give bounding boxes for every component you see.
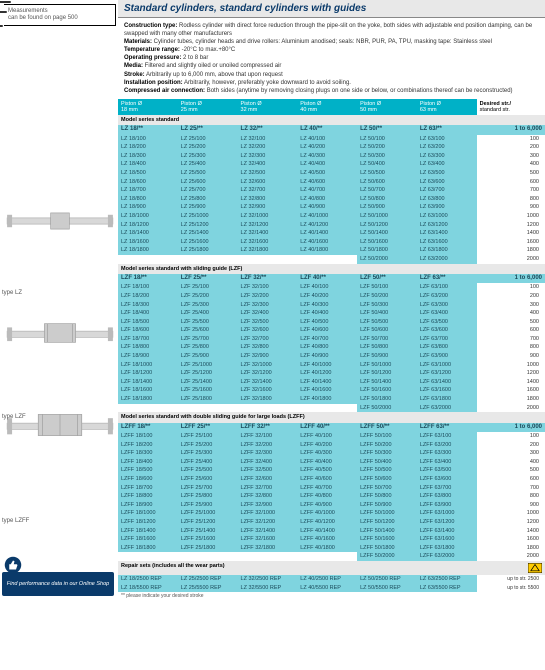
right-column: Standard cylinders, standard cylinders w… <box>118 0 545 600</box>
table-row: LZFF 18/1600LZFF 25/1600LZFF 32/1600LZFF… <box>118 535 545 544</box>
hdr-32: Piston Ø32 mm <box>238 99 298 115</box>
table-row: LZF 18/300LZF 25/300LZF 32/300LZF 40/300… <box>118 301 545 310</box>
table-row: LZ 18/5500 REPLZ 25/5500 REPLZ 32/5500 R… <box>118 584 545 593</box>
label-lz: type LZ <box>2 290 22 296</box>
spec-key: Compressed air connection: <box>124 88 205 94</box>
spec-val: -20°C to max.+80°C <box>180 47 235 53</box>
table-row: LZ 18/1800LZ 25/1800LZ 32/1800LZ 40/1800… <box>118 246 545 255</box>
page-title: Standard cylinders, standard cylinders w… <box>118 0 545 18</box>
table-row: LZFF 18/100LZFF 25/100LZFF 32/100LZFF 40… <box>118 432 545 441</box>
table-row: LZFF 18/300LZFF 25/300LZFF 32/300LZFF 40… <box>118 449 545 458</box>
tip-text: Find performance data in our Online Shop <box>7 581 109 587</box>
main-table: Piston Ø18 mm Piston Ø25 mm Piston Ø32 m… <box>118 99 545 592</box>
hdr-18: Piston Ø18 mm <box>118 99 178 115</box>
image-lzff <box>4 404 116 446</box>
table-row: LZF 18/600LZF 25/600LZF 32/600LZF 40/600… <box>118 326 545 335</box>
table-row: LZF 18/700LZF 25/700LZF 32/700LZF 40/700… <box>118 335 545 344</box>
hdr-desired: Desired str./standard str. <box>477 99 545 115</box>
table-row: LZFF 18/**LZFF 25/**LZFF 32/**LZFF 40/**… <box>118 423 545 432</box>
spec-val: Filtered and slightly oiled or unoiled c… <box>143 63 281 69</box>
table-row: LZF 18/1400LZF 25/1400LZF 32/1400LZF 40/… <box>118 378 545 387</box>
table-header: Piston Ø18 mm Piston Ø25 mm Piston Ø32 m… <box>118 99 545 115</box>
table-row: LZF 18/800LZF 25/800LZF 32/800LZF 40/800… <box>118 343 545 352</box>
table-row: LZ 18/1400LZ 25/1400LZ 32/1400LZ 40/1400… <box>118 229 545 238</box>
table-row: LZF 18/**LZF 25/**LZF 32/**LZF 40/**LZF … <box>118 274 545 283</box>
table-row: LZ 18/1600LZ 25/1600LZ 32/1600LZ 40/1600… <box>118 238 545 247</box>
table-body: Model series standardLZ 18/**LZ 25/**LZ … <box>118 115 545 592</box>
spec-key: Materials: <box>124 39 152 45</box>
table-row: LZ 50/2000LZ 63/20002000 <box>118 255 545 264</box>
table-row: Model series standard with double slidin… <box>118 412 545 423</box>
table-row: LZ 18/700LZ 25/700LZ 32/700LZ 40/700LZ 5… <box>118 186 545 195</box>
table-row: LZF 18/100LZF 25/100LZF 32/100LZF 40/100… <box>118 283 545 292</box>
table-row: LZ 18/**LZ 25/**LZ 32/**LZ 40/**LZ 50/**… <box>118 125 545 134</box>
table-row: LZ 18/1000LZ 25/1000LZ 32/1000LZ 40/1000… <box>118 212 545 221</box>
hdr-40: Piston Ø40 mm <box>297 99 357 115</box>
table-row: Model series standard <box>118 115 545 126</box>
spec-val: Arbitrarily, however, preferably yoke do… <box>183 80 351 86</box>
spec-val: Arbitrarily up to 6,000 mm, above that u… <box>145 72 283 78</box>
label-lzff: type LZFF <box>2 518 29 524</box>
hdr-25: Piston Ø25 mm <box>178 99 238 115</box>
table-row: Model series standard with sliding guide… <box>118 264 545 275</box>
table-row: LZFF 18/1200LZFF 25/1200LZFF 32/1200LZFF… <box>118 518 545 527</box>
spec-val: 2 to 8 bar <box>181 55 208 61</box>
table-row: LZFF 18/200LZFF 25/200LZFF 32/200LZFF 40… <box>118 441 545 450</box>
measurements-note: Measurements can be found on page 500 <box>4 4 116 26</box>
spec-val: Both sides (anytime by removing closing … <box>205 88 513 94</box>
table-row: LZF 18/1800LZF 25/1800LZF 32/1800LZF 40/… <box>118 395 545 404</box>
table-row: LZ 18/1200LZ 25/1200LZ 32/1200LZ 40/1200… <box>118 221 545 230</box>
table-row: LZF 18/1200LZF 25/1200LZF 32/1200LZF 40/… <box>118 369 545 378</box>
spec-key: Installation position: <box>124 80 183 86</box>
table-row: LZFF 18/700LZFF 25/700LZFF 32/700LZFF 40… <box>118 484 545 493</box>
footnote: ** please indicate your desired stroke <box>118 592 545 600</box>
table-row: LZ 18/2500 REPLZ 25/2500 REPLZ 32/2500 R… <box>118 575 545 584</box>
table-row: LZF 18/900LZF 25/900LZF 32/900LZF 40/900… <box>118 352 545 361</box>
spec-key: Media: <box>124 63 143 69</box>
table-row: LZFF 18/600LZFF 25/600LZFF 32/600LZFF 40… <box>118 475 545 484</box>
tip-box: Find performance data in our Online Shop <box>2 572 114 596</box>
table-row: LZFF 18/1000LZFF 25/1000LZFF 32/1000LZFF… <box>118 509 545 518</box>
table-row: LZ 18/600LZ 25/600LZ 32/600LZ 40/600LZ 5… <box>118 178 545 187</box>
table-row: LZFF 18/500LZFF 25/500LZFF 32/500LZFF 40… <box>118 466 545 475</box>
table-row: LZ 18/200LZ 25/200LZ 32/200LZ 40/200LZ 5… <box>118 143 545 152</box>
table-row: LZ 18/400LZ 25/400LZ 32/400LZ 40/400LZ 5… <box>118 160 545 169</box>
f-icon <box>0 0 14 28</box>
spec-box: Construction type: Rodless cylinder with… <box>118 18 545 99</box>
table-row: LZ 18/900LZ 25/900LZ 32/900LZ 40/900LZ 5… <box>118 203 545 212</box>
table-row: LZF 18/1000LZF 25/1000LZF 32/1000LZF 40/… <box>118 361 545 370</box>
table-row: LZF 18/400LZF 25/400LZF 32/400LZF 40/400… <box>118 309 545 318</box>
hdr-50: Piston Ø50 mm <box>357 99 417 115</box>
table-row: LZFF 18/800LZFF 25/800LZFF 32/800LZFF 40… <box>118 492 545 501</box>
table-row: LZF 50/2000LZF 63/20002000 <box>118 404 545 413</box>
table-row: LZFF 18/1400LZFF 25/1400LZFF 32/1400LZFF… <box>118 527 545 536</box>
spec-key: Construction type: <box>124 23 177 29</box>
table-row: LZ 18/800LZ 25/800LZ 32/800LZ 40/800LZ 5… <box>118 195 545 204</box>
spec-key: Operating pressure: <box>124 55 181 61</box>
left-column: Measurements can be found on page 500 ty… <box>0 0 118 600</box>
spec-key: Stroke: <box>124 72 145 78</box>
table-row: LZFF 18/1800LZFF 25/1800LZFF 32/1800LZFF… <box>118 544 545 553</box>
table-row: LZFF 50/2000LZFF 63/20002000 <box>118 552 545 561</box>
table-row: LZ 18/300LZ 25/300LZ 32/300LZ 40/300LZ 5… <box>118 152 545 161</box>
spec-val: Cylinder tubes, cylinder heads and drive… <box>152 39 492 45</box>
meas-line1: Measurements <box>8 8 111 15</box>
table-row: LZ 18/500LZ 25/500LZ 32/500LZ 40/500LZ 5… <box>118 169 545 178</box>
hdr-63: Piston Ø63 mm <box>417 99 477 115</box>
table-row: LZ 18/100LZ 25/100LZ 32/100LZ 40/100LZ 5… <box>118 135 545 144</box>
table-row: LZF 18/200LZF 25/200LZF 32/200LZF 40/200… <box>118 292 545 301</box>
meas-line2: can be found on page 500 <box>8 15 111 22</box>
table-row: Repair sets (includes all the wear parts… <box>118 561 545 575</box>
table-row: LZF 18/1600LZF 25/1600LZF 32/1600LZF 40/… <box>118 386 545 395</box>
table-row: LZFF 18/900LZFF 25/900LZFF 32/900LZFF 40… <box>118 501 545 510</box>
label-lzf: type LZF <box>2 414 26 420</box>
table-row: LZF 18/500LZF 25/500LZF 32/500LZF 40/500… <box>118 318 545 327</box>
spec-key: Temperature range: <box>124 47 180 53</box>
spec-val: Rodless cylinder with direct force reduc… <box>124 23 532 37</box>
image-lzf <box>4 312 116 354</box>
table-row: LZFF 18/400LZFF 25/400LZFF 32/400LZFF 40… <box>118 458 545 467</box>
image-lz <box>4 200 116 242</box>
